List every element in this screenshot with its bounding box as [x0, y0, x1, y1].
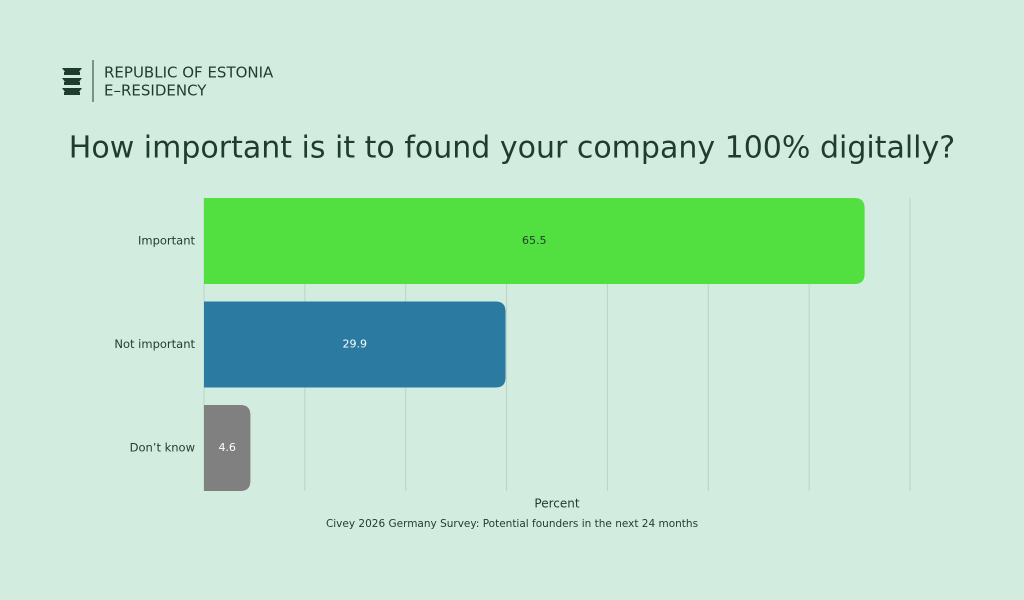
- y-tick-label: Not important: [114, 337, 195, 351]
- chart-title: How important is it to found your compan…: [69, 131, 955, 166]
- bar: [204, 405, 251, 491]
- y-tick-label: Don’t know: [130, 441, 195, 455]
- value-label: 65.5: [522, 234, 547, 247]
- bar: [204, 301, 506, 388]
- caption: Civey 2026 Germany Survey: Potential fou…: [326, 518, 698, 530]
- value-label: 29.9: [343, 338, 368, 351]
- value-label: 4.6: [218, 441, 236, 454]
- header-line2: E–RESIDENCY: [104, 82, 207, 100]
- logo: [62, 68, 82, 95]
- y-tick-label: Important: [138, 234, 196, 248]
- bar: [204, 198, 865, 284]
- x-axis-label: Percent: [534, 497, 579, 511]
- header-line1: REPUBLIC OF ESTONIA: [104, 64, 274, 82]
